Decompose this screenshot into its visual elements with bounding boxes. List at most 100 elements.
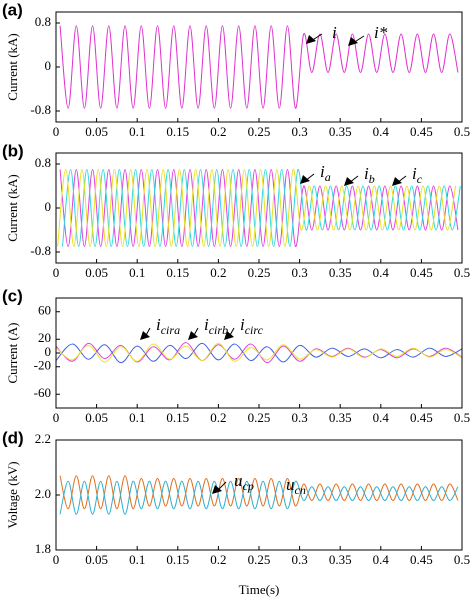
y-tick-label: -0.8 bbox=[30, 243, 51, 258]
x-tick-label: 0.3 bbox=[291, 265, 307, 280]
x-tick-label: 0.35 bbox=[329, 410, 352, 425]
x-tick-label: 0.4 bbox=[373, 265, 390, 280]
y-tick-label: -20 bbox=[34, 358, 51, 373]
x-tick-label: 0.1 bbox=[129, 265, 145, 280]
arrow-head bbox=[224, 331, 234, 340]
x-tick-label: 0.4 bbox=[373, 124, 390, 139]
x-tick-label: 0.45 bbox=[410, 124, 433, 139]
annotation-text: i bbox=[204, 315, 209, 334]
y-tick-label: 0.8 bbox=[35, 14, 51, 29]
x-tick-label: 0.05 bbox=[85, 265, 108, 280]
x-tick-label: 0.15 bbox=[166, 410, 189, 425]
series-line bbox=[59, 25, 459, 109]
x-tick-label: 0.3 bbox=[291, 124, 307, 139]
annotation-sub: cp bbox=[243, 479, 254, 493]
x-tick-label: 0 bbox=[53, 265, 60, 280]
arrow-head bbox=[344, 177, 354, 186]
x-tick-label: 0 bbox=[53, 124, 60, 139]
arrow-head bbox=[348, 37, 358, 46]
x-tick-label: 0.15 bbox=[166, 552, 189, 567]
y-tick-label: -60 bbox=[34, 385, 51, 400]
y-tick-label: 0 bbox=[45, 58, 52, 73]
x-tick-label: 0.5 bbox=[454, 265, 470, 280]
series-line bbox=[59, 480, 459, 515]
annotation-text: i bbox=[156, 315, 161, 334]
x-tick-label: 0.35 bbox=[329, 124, 352, 139]
y-axis-label: Voltage (kV) bbox=[5, 461, 20, 528]
x-tick-label: 0.5 bbox=[454, 410, 470, 425]
arrow-head bbox=[140, 331, 150, 340]
panel-label: (d) bbox=[2, 428, 24, 447]
arrow-head bbox=[306, 35, 316, 44]
x-tick-label: 0.25 bbox=[248, 552, 271, 567]
y-tick-label: 2.0 bbox=[35, 486, 51, 501]
annotation-sub: cirb bbox=[209, 323, 228, 337]
x-axis-label: Time(s) bbox=[239, 582, 280, 597]
x-tick-label: 0.15 bbox=[166, 265, 189, 280]
annotation: i bbox=[332, 23, 337, 42]
annotation: ucp bbox=[234, 471, 254, 493]
arrow-head bbox=[212, 485, 222, 494]
y-tick-label: 20 bbox=[38, 330, 51, 345]
panel-label: (c) bbox=[2, 286, 23, 305]
y-tick-label: 60 bbox=[38, 303, 51, 318]
x-tick-label: 0 bbox=[53, 552, 60, 567]
annotation-text: i bbox=[412, 164, 417, 183]
annotation-sub: cn bbox=[295, 483, 306, 497]
x-tick-label: 0.35 bbox=[329, 552, 352, 567]
arrow-head bbox=[392, 177, 402, 186]
annotation: ia bbox=[320, 162, 331, 184]
annotation: icirb bbox=[204, 315, 228, 337]
x-tick-label: 0.5 bbox=[454, 552, 470, 567]
y-tick-label: 0 bbox=[45, 344, 52, 359]
x-tick-label: 0.3 bbox=[291, 552, 307, 567]
x-tick-label: 0.05 bbox=[85, 124, 108, 139]
annotation: icirc bbox=[240, 315, 264, 337]
annotation-sub: cira bbox=[161, 323, 180, 337]
annotation: icira bbox=[156, 315, 180, 337]
x-tick-label: 0.4 bbox=[373, 410, 390, 425]
x-tick-label: 0.45 bbox=[410, 410, 433, 425]
x-tick-label: 0.25 bbox=[248, 124, 271, 139]
x-tick-label: 0.05 bbox=[85, 552, 108, 567]
y-tick-label: 1.8 bbox=[35, 541, 51, 556]
annotation: ucn bbox=[286, 475, 306, 497]
annotation-text: i bbox=[332, 23, 337, 42]
x-tick-label: 0.3 bbox=[291, 410, 307, 425]
y-tick-label: -0.8 bbox=[30, 102, 51, 117]
y-axis-label: Current (A) bbox=[5, 322, 20, 383]
annotation-sub: b bbox=[369, 172, 375, 186]
x-tick-label: 0.5 bbox=[454, 124, 470, 139]
x-tick-label: 0.45 bbox=[410, 265, 433, 280]
x-tick-label: 0.2 bbox=[210, 410, 226, 425]
annotation-text: i bbox=[240, 315, 245, 334]
x-tick-label: 0 bbox=[53, 410, 60, 425]
series-line bbox=[56, 342, 462, 363]
x-tick-label: 0.25 bbox=[248, 265, 271, 280]
annotation: ib bbox=[364, 164, 375, 186]
annotation-text: u bbox=[234, 471, 243, 490]
x-tick-label: 0.1 bbox=[129, 552, 145, 567]
annotation-text: u bbox=[286, 475, 295, 494]
x-tick-label: 0.15 bbox=[166, 124, 189, 139]
x-tick-label: 0.05 bbox=[85, 410, 108, 425]
annotation: i* bbox=[374, 23, 388, 42]
y-axis-label: Current (kA) bbox=[5, 33, 20, 101]
series-line bbox=[57, 168, 456, 248]
annotation: ic bbox=[412, 164, 423, 186]
annotation-sub: a bbox=[325, 170, 331, 184]
y-tick-label: 2.2 bbox=[35, 431, 51, 446]
annotation-sub: circ bbox=[245, 323, 264, 337]
x-tick-label: 0.2 bbox=[210, 124, 226, 139]
x-tick-label: 0.2 bbox=[210, 552, 226, 567]
y-tick-label: 0 bbox=[45, 199, 52, 214]
series-line bbox=[59, 168, 459, 248]
panel-label: (b) bbox=[2, 141, 24, 160]
annotation-text: i bbox=[320, 162, 325, 181]
x-tick-label: 0.45 bbox=[410, 552, 433, 567]
panel-label: (a) bbox=[2, 0, 23, 19]
series-line bbox=[59, 475, 459, 510]
x-tick-label: 0.35 bbox=[329, 265, 352, 280]
arrow-head bbox=[300, 175, 310, 184]
